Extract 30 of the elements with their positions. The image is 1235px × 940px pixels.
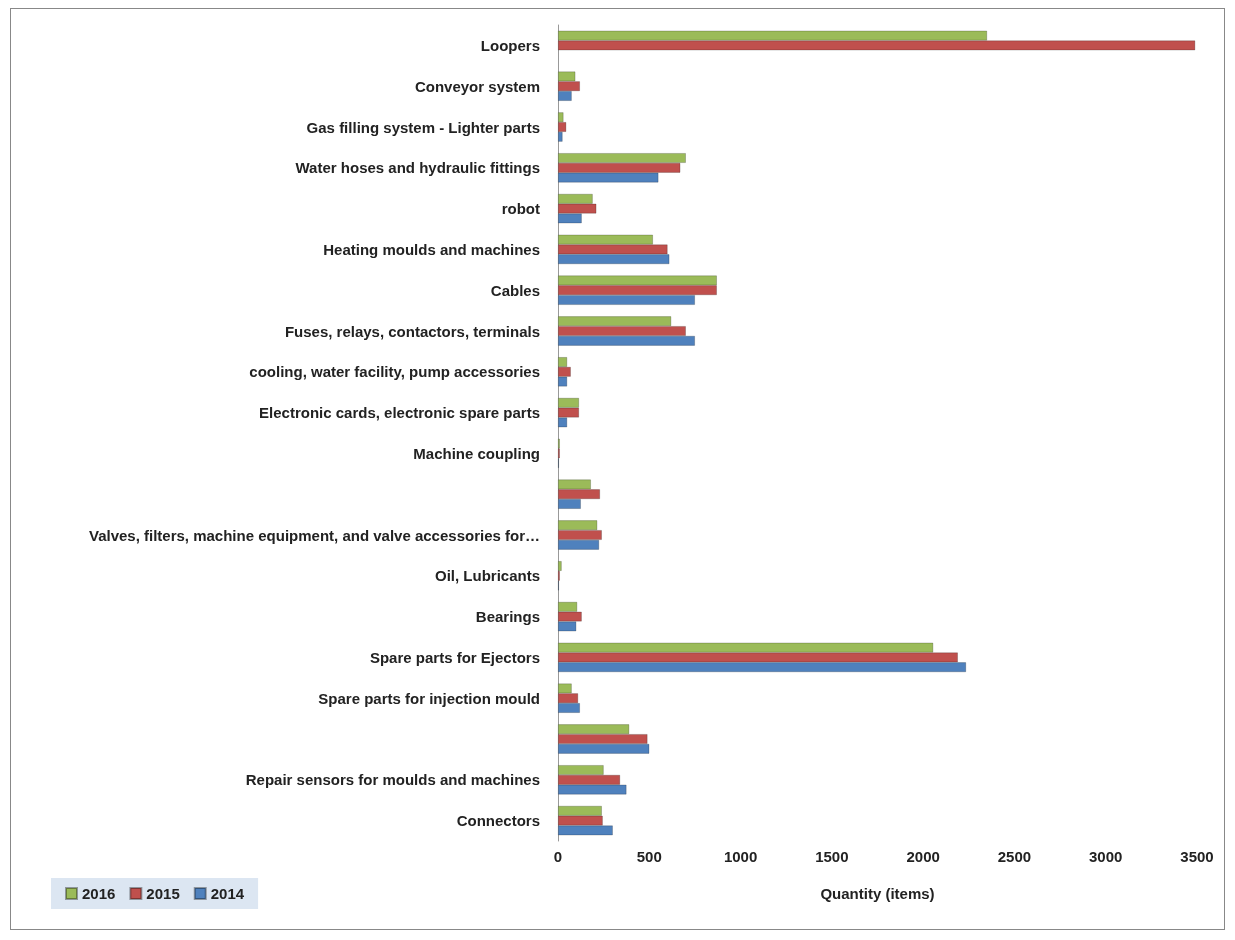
legend-label: 2014: [210, 885, 245, 902]
x-tick-label: 500: [636, 848, 662, 865]
x-tick-label: 0: [553, 848, 563, 865]
y-tick-label: Cables: [490, 281, 540, 299]
legend-label: 2015: [146, 885, 180, 902]
x-tick-label: 3000: [1089, 848, 1123, 865]
legend-label: 2016: [82, 885, 116, 902]
y-tick-label: Fuses, relays, contactors, terminals: [284, 322, 540, 340]
x-tick-label: 2000: [906, 848, 940, 865]
y-tick-label: Oil, Lubricants: [434, 567, 540, 585]
y-tick-label: Machine coupling: [413, 444, 540, 462]
y-tick-label: cooling, water facility, pump accessories: [249, 363, 540, 381]
y-tick-label: Gas filling system - Lighter parts: [306, 118, 540, 136]
y-tick-label: Spare parts for injection mould: [318, 689, 540, 707]
y-tick-label: Loopers: [480, 36, 540, 54]
x-tick-label: 2500: [997, 848, 1032, 865]
y-tick-label: Bearings: [475, 608, 540, 626]
y-tick-label: Spare parts for Ejectors: [369, 648, 540, 666]
y-tick-label: Valves, filters, machine equipment, and valve accessories for…: [88, 526, 540, 544]
y-tick-label: Electronic cards, electronic spare parts: [259, 404, 540, 422]
y-tick-label: Connectors: [456, 812, 540, 830]
x-tick-label: 1500: [815, 848, 849, 865]
y-tick-label: Repair sensors for moulds and machines: [245, 771, 540, 789]
y-tick-label: robot: [501, 200, 540, 218]
y-tick-label: Conveyor system: [414, 77, 540, 95]
x-tick-label: 3500: [1180, 848, 1214, 865]
x-tick-label: 1000: [723, 848, 758, 865]
x-axis-title: Quantity (items): [820, 885, 935, 902]
y-tick-label: Water hoses and hydraulic fittings: [295, 159, 540, 177]
y-tick-label: Heating moulds and machines: [323, 240, 540, 258]
